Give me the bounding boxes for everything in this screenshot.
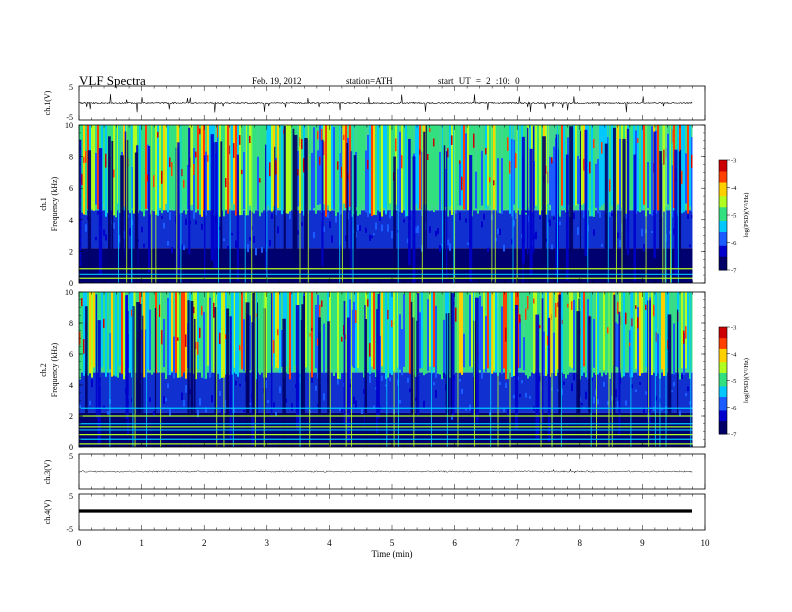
time-tick-label: 0 xyxy=(77,538,82,548)
ch2-spec-time-ticks xyxy=(78,292,706,447)
ch2-frequency-ticks: 0 2 4 6 8 10 xyxy=(65,288,705,452)
time-tick-label: 5 xyxy=(390,538,395,548)
time-tick-label: 10 xyxy=(701,538,711,548)
time-tick-label: 9 xyxy=(640,538,645,548)
frequency-tick-label: 8 xyxy=(69,153,73,162)
colorbar-tick-label: -4 xyxy=(731,351,737,358)
ch2-frequency-label: Frequency (kHz) xyxy=(50,342,59,397)
ch1-colorbar: -3 -4 -5 -6 -7 log(PSD)(V²/Hz) xyxy=(718,158,750,275)
time-tick-label: 4 xyxy=(327,538,332,548)
ch3-ylabel: ch.3(V) xyxy=(43,459,52,484)
ch1-ytick-5: 5 xyxy=(69,83,73,92)
ch1-channel-label: ch.1 xyxy=(39,197,48,211)
ch3-waveform-line xyxy=(79,468,693,474)
colorbar-tick-label: -7 xyxy=(731,432,737,439)
start-time-label: start UT = 2 :10: 0 xyxy=(438,76,520,86)
ch2-spectrogram xyxy=(79,292,705,447)
ch3-ytick-5: 5 xyxy=(69,452,73,461)
ch1-frequency-ticks: 0 2 4 6 8 10 xyxy=(65,121,705,288)
ch1-frequency-label: Frequency (kHz) xyxy=(50,176,59,231)
ch3-time-ticks xyxy=(78,454,706,489)
ch4-waveform-panel: 5 -5 ch.4(V) xyxy=(43,492,706,534)
frequency-tick-label: 6 xyxy=(69,184,73,193)
frequency-tick-label: 8 xyxy=(69,319,73,328)
chart-title: VLF Spectra xyxy=(79,73,146,88)
ch1-waveform-panel: 5 -5 ch.1(V) xyxy=(43,83,706,122)
ch4-ytick-5: 5 xyxy=(69,492,73,501)
ch1-ylabel: ch.1(V) xyxy=(43,90,52,115)
date-label: Feb. 19, 2012 xyxy=(252,76,302,86)
frequency-tick-label: 0 xyxy=(69,279,73,288)
frequency-tick-label: 0 xyxy=(69,443,73,452)
frequency-tick-label: 2 xyxy=(69,247,73,256)
time-tick-label: 8 xyxy=(578,538,583,548)
station-label: station=ATH xyxy=(346,76,393,86)
frequency-tick-label: 10 xyxy=(65,288,73,297)
colorbar-label: log(PSD)(V²/Hz) xyxy=(743,358,750,403)
time-tick-label: 2 xyxy=(202,538,207,548)
time-tick-label: 1 xyxy=(139,538,144,548)
time-tick-label: 7 xyxy=(515,538,520,548)
ch1-ytick-neg5: -5 xyxy=(66,113,73,122)
colorbar-tick-label: -3 xyxy=(731,158,736,165)
ch2-channel-label: ch.2 xyxy=(39,363,48,377)
colorbar-tick-label: -6 xyxy=(731,240,737,247)
ch1-spectrogram-panel: 0 2 4 6 8 10 ch.1 Frequency (kHz) xyxy=(39,121,706,288)
frequency-tick-label: 6 xyxy=(69,350,73,359)
ch1-waveform-line xyxy=(78,93,693,113)
ch4-ytick-neg5: -5 xyxy=(66,525,73,534)
ch1-spec-time-ticks xyxy=(78,125,706,283)
time-axis: 0 1 2 3 4 5 6 7 8 9 10 xyxy=(77,538,710,548)
frequency-tick-label: 4 xyxy=(69,381,73,390)
frequency-tick-label: 4 xyxy=(69,216,73,225)
ch2-spectrogram-panel: 0 2 4 6 8 10 ch.2 Frequency (kHz) xyxy=(39,288,706,452)
time-tick-label: 3 xyxy=(265,538,270,548)
ch3-waveform-panel: 5 ch.3(V) xyxy=(43,452,706,490)
ch1-spectrogram xyxy=(79,125,705,283)
frequency-tick-label: 10 xyxy=(65,121,73,130)
colorbar-tick-label: -5 xyxy=(731,378,736,385)
ch2-colorbar: -3 -4 -5 -6 -7 log(PSD)(V²/Hz) xyxy=(718,325,750,439)
time-axis-label: Time (min) xyxy=(372,549,413,559)
ch4-time-ticks xyxy=(78,494,706,530)
colorbar-tick-label: -6 xyxy=(731,405,737,412)
ch1-time-ticks xyxy=(78,86,706,120)
frequency-tick-label: 2 xyxy=(69,412,73,421)
colorbar-tick-label: -7 xyxy=(731,268,737,275)
colorbar-label: log(PSD)(V²/Hz) xyxy=(743,193,750,238)
ch4-ylabel: ch.4(V) xyxy=(43,499,52,524)
colorbar-tick-label: -5 xyxy=(731,213,736,220)
time-tick-label: 6 xyxy=(452,538,457,548)
colorbar-tick-label: -3 xyxy=(731,325,736,332)
colorbar-tick-label: -4 xyxy=(731,185,737,192)
